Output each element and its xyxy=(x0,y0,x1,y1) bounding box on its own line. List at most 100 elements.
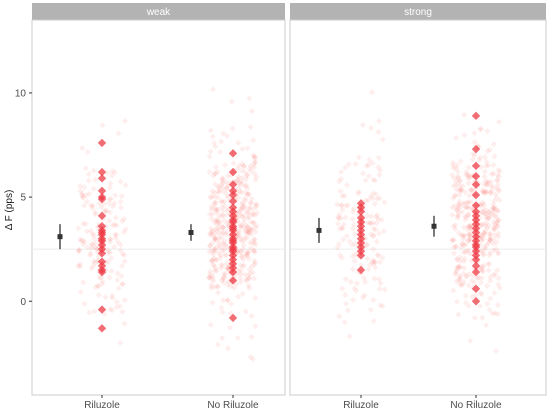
background-point xyxy=(208,228,215,235)
background-point xyxy=(75,247,82,254)
background-point xyxy=(456,209,463,216)
background-point xyxy=(480,188,487,195)
background-point xyxy=(458,282,465,289)
background-point xyxy=(376,259,383,266)
background-point xyxy=(99,281,106,288)
background-point xyxy=(485,222,492,229)
background-point xyxy=(466,236,473,243)
background-point xyxy=(465,222,472,229)
background-point xyxy=(467,222,474,229)
background-point xyxy=(460,232,467,239)
background-point xyxy=(102,294,109,301)
background-point xyxy=(207,231,214,238)
highlighted-point xyxy=(471,161,481,171)
y-tick-label: 0 xyxy=(20,297,26,308)
background-point xyxy=(244,191,251,198)
background-point xyxy=(450,244,457,251)
background-point xyxy=(462,299,469,306)
background-point xyxy=(211,268,218,275)
background-point xyxy=(214,341,221,348)
background-point xyxy=(239,290,246,297)
background-point xyxy=(237,248,244,255)
background-point xyxy=(486,215,493,222)
background-point xyxy=(106,196,113,203)
background-point xyxy=(465,238,472,245)
background-point xyxy=(239,160,246,167)
background-point xyxy=(92,211,99,218)
background-point xyxy=(482,154,489,161)
highlighted-point xyxy=(228,149,238,158)
background-point xyxy=(90,258,97,265)
background-point xyxy=(455,211,462,218)
background-point xyxy=(220,240,227,247)
background-point xyxy=(453,206,460,213)
background-point xyxy=(479,187,486,194)
summary-strong xyxy=(316,215,437,243)
background-point xyxy=(210,251,217,258)
background-point xyxy=(477,279,484,286)
background-point xyxy=(238,222,245,229)
background-point xyxy=(379,136,386,143)
background-point xyxy=(222,178,229,185)
background-point xyxy=(208,215,215,222)
background-point xyxy=(480,251,487,258)
background-point xyxy=(462,292,469,299)
background-point xyxy=(487,230,494,237)
background-point xyxy=(252,158,259,165)
background-point xyxy=(220,224,227,231)
x-axis: Riluzole No Riluzole Riluzole No Riluzole xyxy=(84,395,502,411)
background-point xyxy=(462,189,469,196)
background-point xyxy=(215,206,222,213)
background-point xyxy=(376,171,383,178)
background-point xyxy=(214,283,221,290)
background-point xyxy=(209,133,216,140)
background-point xyxy=(237,207,244,214)
background-point xyxy=(464,199,471,206)
background-point xyxy=(347,278,354,285)
background-point xyxy=(494,218,501,225)
background-point xyxy=(490,206,497,213)
background-point xyxy=(485,214,492,221)
background-point xyxy=(491,225,498,232)
background-point xyxy=(111,169,118,176)
background-point xyxy=(210,278,217,285)
background-point xyxy=(381,199,388,206)
background-point xyxy=(495,217,502,224)
highlighted-point xyxy=(471,172,481,181)
background-point xyxy=(99,122,106,129)
background-point xyxy=(457,258,464,265)
background-point xyxy=(234,176,241,183)
background-point xyxy=(112,231,119,238)
background-point xyxy=(212,246,219,253)
background-point xyxy=(494,207,501,214)
background-point xyxy=(82,165,89,172)
background-point xyxy=(240,224,247,231)
x-tick-label: No Riluzole xyxy=(207,400,259,411)
background-point xyxy=(88,245,95,252)
background-point xyxy=(486,211,493,218)
background-point xyxy=(455,311,462,318)
highlighted-point xyxy=(471,144,481,154)
background-point xyxy=(217,187,224,194)
background-point xyxy=(89,202,96,209)
background-point xyxy=(90,263,97,270)
background-point xyxy=(249,211,256,218)
background-point xyxy=(487,249,494,256)
background-point xyxy=(360,275,367,282)
background-point xyxy=(234,334,241,341)
background-point xyxy=(214,216,221,223)
background-point xyxy=(216,239,223,246)
summary-mean xyxy=(57,234,63,240)
background-point xyxy=(81,238,88,245)
background-point xyxy=(462,216,469,223)
background-point xyxy=(219,224,226,231)
background-point xyxy=(336,178,343,185)
background-point xyxy=(95,283,102,290)
background-point xyxy=(485,240,492,247)
background-point xyxy=(364,197,371,204)
background-point xyxy=(218,265,225,272)
background-point xyxy=(107,305,114,312)
background-point xyxy=(211,140,218,147)
background-point xyxy=(458,232,465,239)
background-point xyxy=(237,205,244,212)
